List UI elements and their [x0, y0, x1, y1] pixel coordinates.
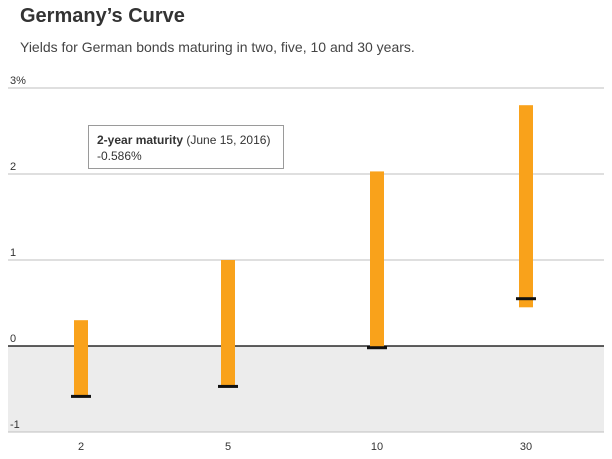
current-marker-2yr — [71, 394, 91, 398]
y-tick-label: -1 — [10, 419, 20, 431]
current-marker-5yr — [218, 384, 238, 388]
current-marker-30yr — [516, 297, 536, 301]
chart-title: Germany’s Curve — [20, 5, 185, 27]
range-bar-2yr[interactable] — [74, 320, 88, 397]
x-tick-label: 30 — [520, 441, 532, 453]
range-bars[interactable] — [74, 105, 533, 397]
range-bar-10yr[interactable] — [370, 171, 384, 348]
tooltip-value: -0.586% — [97, 149, 142, 163]
tooltip-label: 2-year maturity — [97, 133, 184, 147]
tooltip-2-year-maturity: 2-year maturity (June 15, 2016) -0.586% — [88, 125, 284, 169]
y-tick-label: 2 — [10, 161, 16, 173]
negative-band-rect — [8, 346, 604, 432]
x-tick-label: 5 — [225, 441, 231, 453]
current-yield-markers — [71, 297, 536, 398]
y-tick-label: 0 — [10, 333, 16, 345]
range-bar-30yr[interactable] — [519, 105, 533, 308]
y-axis-tick-labels: 3% 2 1 0 -1 — [10, 75, 26, 431]
y-tick-label: 1 — [10, 247, 16, 259]
gridlines — [8, 87, 604, 433]
tooltip-header: 2-year maturity (June 15, 2016) — [97, 132, 275, 148]
x-tick-label: 10 — [371, 441, 383, 453]
current-marker-10yr — [367, 346, 387, 350]
chart-subtitle: Yields for German bonds maturing in two,… — [20, 39, 415, 55]
x-axis-tick-labels: 2 5 10 30 — [78, 441, 532, 453]
y-tick-label: 3% — [10, 75, 26, 87]
tooltip-date: (June 15, 2016) — [186, 133, 271, 147]
range-bar-5yr[interactable] — [221, 260, 235, 387]
x-tick-label: 2 — [78, 441, 84, 453]
negative-yield-band — [8, 346, 604, 432]
